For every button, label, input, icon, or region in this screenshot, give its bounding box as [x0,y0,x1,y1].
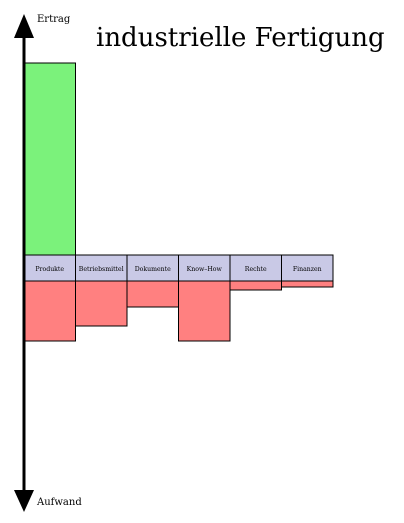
category-cell [281,254,334,282]
axis-up-arrow-icon [14,14,34,38]
aufwand-bar [281,280,334,288]
category-label: Finanzen [293,266,322,273]
category-cell [126,254,179,282]
category-label: Produkte [35,266,64,273]
category-label: Dokumente [135,266,171,273]
category-band: Produkte Betriebsmittel Dokumente Know–How R… [23,254,334,282]
ertrag-bar [23,62,76,256]
aufwand-bar [178,280,231,342]
aufwand-bar [75,280,128,327]
category-cell [75,254,128,282]
axis-bottom-label: Aufwand [36,497,82,508]
bars-layer [23,62,334,342]
category-label: Rechte [245,266,267,273]
diagram-title: industrielle Fertigung [96,23,385,53]
category-label: Know–How [187,266,223,273]
category-cell [229,254,282,282]
aufwand-bar [23,280,76,342]
axis-top-label: Ertrag [37,14,71,25]
aufwand-bar [126,280,179,308]
category-label: Betriebsmittel [79,266,124,273]
aufwand-bar [229,280,282,291]
axis-down-arrow-icon [14,490,34,512]
